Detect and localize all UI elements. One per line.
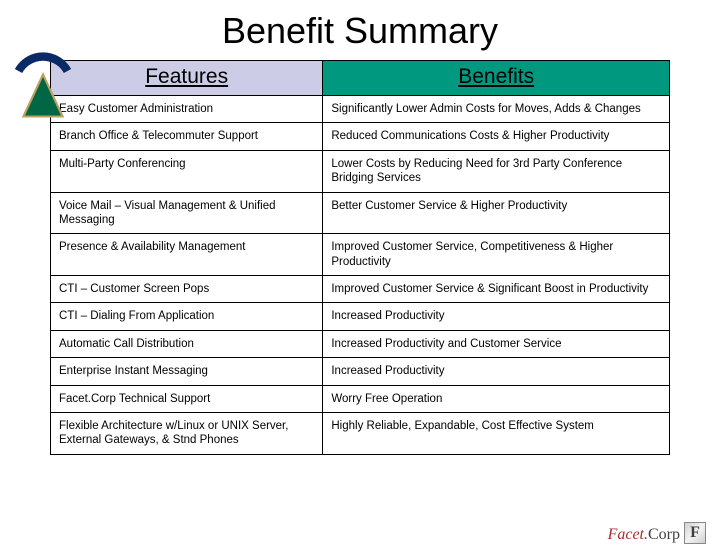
footer-brand-name-a: Facet.: [608, 526, 648, 543]
benefit-cell: Better Customer Service & Higher Product…: [323, 192, 670, 234]
benefit-table-container: Features Benefits Easy Customer Administ…: [50, 60, 670, 455]
table-row: Multi-Party Conferencing Lower Costs by …: [51, 150, 670, 192]
footer-brand-glyph: F: [690, 524, 700, 542]
feature-cell: Enterprise Instant Messaging: [51, 358, 323, 385]
benefit-cell: Reduced Communications Costs & Higher Pr…: [323, 123, 670, 150]
feature-cell: CTI – Customer Screen Pops: [51, 276, 323, 303]
benefit-cell: Improved Customer Service & Significant …: [323, 276, 670, 303]
benefit-table: Features Benefits Easy Customer Administ…: [50, 60, 670, 455]
table-row: Presence & Availability Management Impro…: [51, 234, 670, 276]
table-row: Facet.Corp Technical Support Worry Free …: [51, 385, 670, 412]
benefit-cell: Worry Free Operation: [323, 385, 670, 412]
table-row: Voice Mail – Visual Management & Unified…: [51, 192, 670, 234]
feature-cell: Multi-Party Conferencing: [51, 150, 323, 192]
feature-cell: Flexible Architecture w/Linux or UNIX Se…: [51, 412, 323, 454]
table-row: Enterprise Instant Messaging Increased P…: [51, 358, 670, 385]
benefit-cell: Highly Reliable, Expandable, Cost Effect…: [323, 412, 670, 454]
footer-brand: Facet.Corp F: [608, 522, 706, 544]
benefit-cell: Improved Customer Service, Competitivene…: [323, 234, 670, 276]
feature-cell: Branch Office & Telecommuter Support: [51, 123, 323, 150]
benefit-cell: Increased Productivity: [323, 303, 670, 330]
table-row: Automatic Call Distribution Increased Pr…: [51, 330, 670, 357]
benefit-cell: Increased Productivity and Customer Serv…: [323, 330, 670, 357]
brand-logo-icon: [8, 50, 78, 120]
page-title: Benefit Summary: [0, 10, 720, 52]
feature-cell: Automatic Call Distribution: [51, 330, 323, 357]
feature-cell: Facet.Corp Technical Support: [51, 385, 323, 412]
table-row: Easy Customer Administration Significant…: [51, 96, 670, 123]
table-row: CTI – Dialing From Application Increased…: [51, 303, 670, 330]
benefit-cell: Significantly Lower Admin Costs for Move…: [323, 96, 670, 123]
column-header-features: Features: [51, 61, 323, 96]
footer-brand-text: Facet.Corp: [608, 526, 680, 544]
footer-brand-icon: F: [684, 522, 706, 544]
feature-cell: Voice Mail – Visual Management & Unified…: [51, 192, 323, 234]
footer-brand-name-b: Corp: [648, 526, 680, 543]
benefit-cell: Increased Productivity: [323, 358, 670, 385]
table-row: Flexible Architecture w/Linux or UNIX Se…: [51, 412, 670, 454]
feature-cell: CTI – Dialing From Application: [51, 303, 323, 330]
benefit-cell: Lower Costs by Reducing Need for 3rd Par…: [323, 150, 670, 192]
table-row: CTI – Customer Screen Pops Improved Cust…: [51, 276, 670, 303]
feature-cell: Easy Customer Administration: [51, 96, 323, 123]
column-header-benefits: Benefits: [323, 61, 670, 96]
feature-cell: Presence & Availability Management: [51, 234, 323, 276]
table-row: Branch Office & Telecommuter Support Red…: [51, 123, 670, 150]
